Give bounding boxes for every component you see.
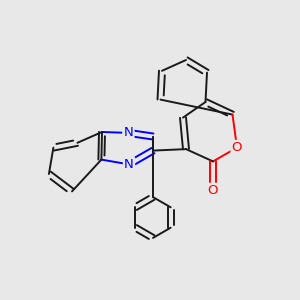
Text: O: O	[208, 184, 218, 197]
Text: O: O	[232, 141, 242, 154]
Text: N: N	[124, 158, 134, 171]
Text: N: N	[124, 126, 133, 140]
